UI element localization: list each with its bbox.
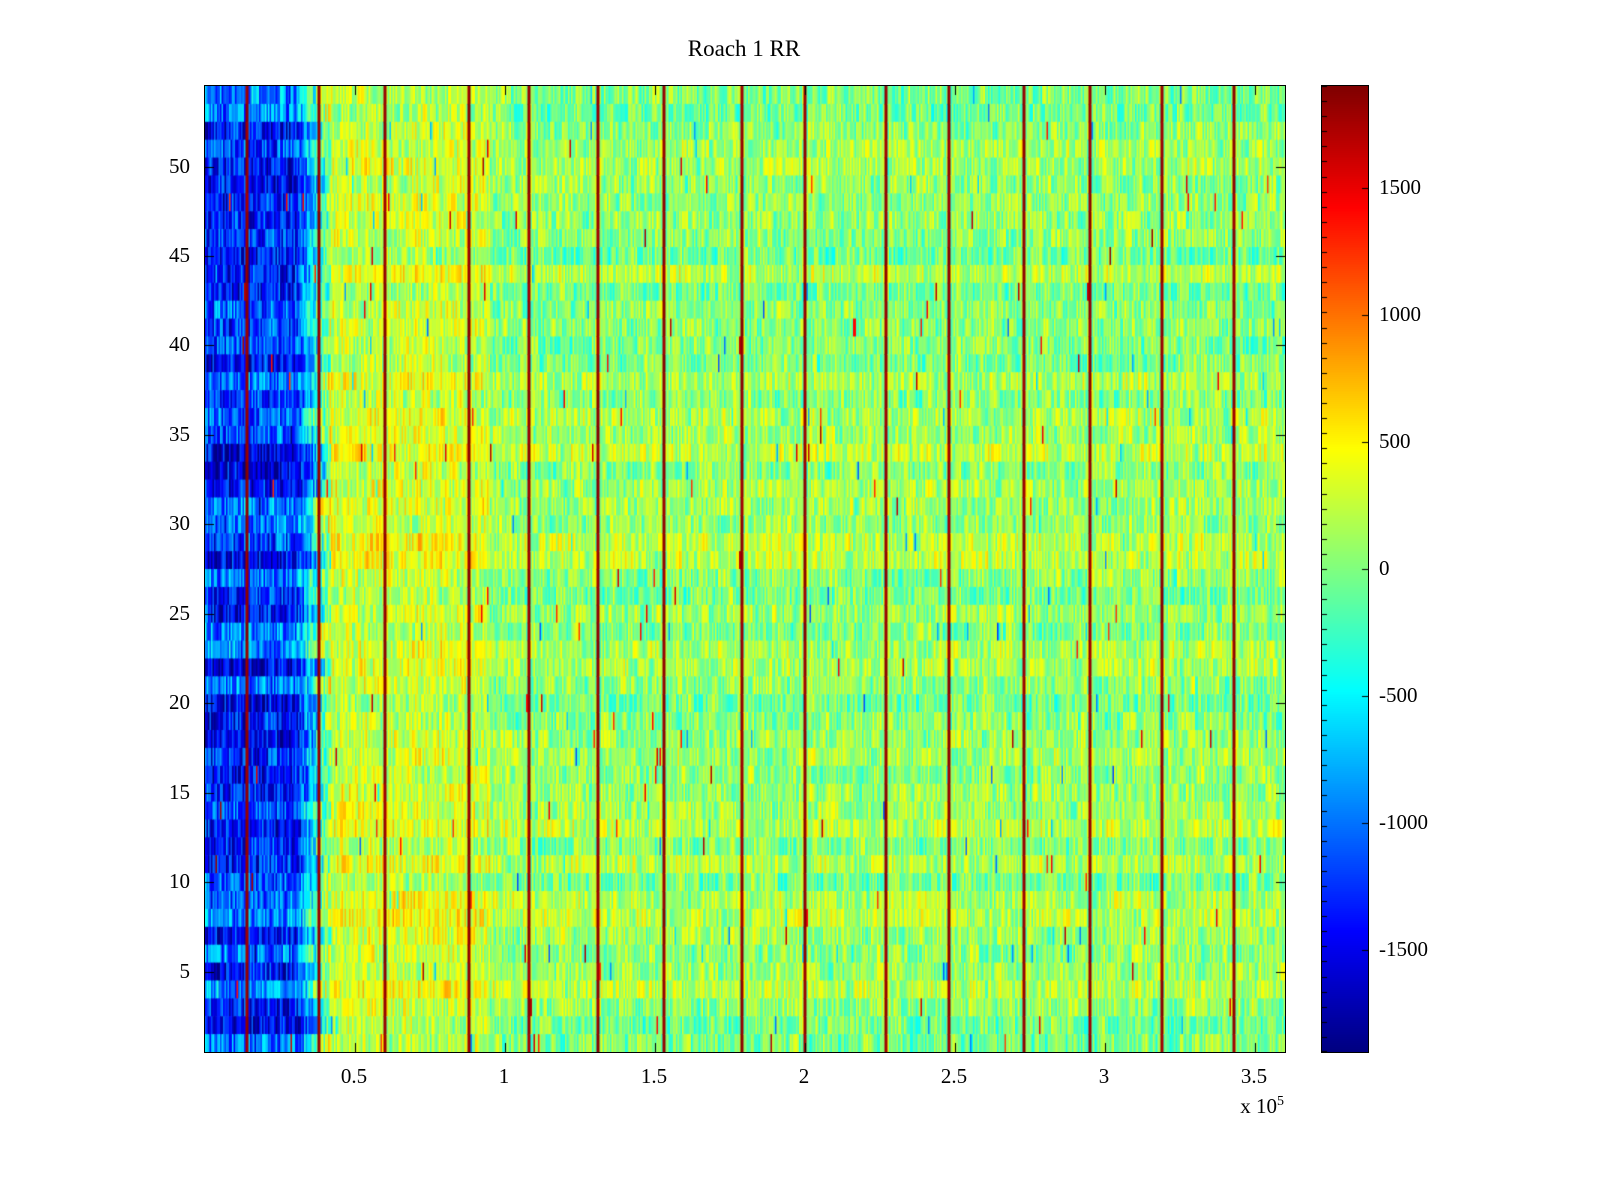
chart-title: Roach 1 RR [687, 36, 801, 61]
y-tick-label: 45 [169, 242, 190, 267]
x-tick-label: 2 [798, 1064, 810, 1088]
y-tick-label: 50 [169, 153, 190, 178]
heatmap-canvas [205, 86, 1285, 1052]
colorbar-tick-label: 1500 [1379, 174, 1421, 199]
y-tick-label: 35 [169, 421, 190, 446]
y-tick-label: 20 [169, 690, 190, 715]
colorbar-tick-label: -1000 [1379, 810, 1428, 835]
exponent-value: 5 [1277, 1094, 1284, 1109]
colorbar-tick-label: -1500 [1379, 937, 1428, 962]
y-tick-label: 25 [169, 600, 190, 625]
x-tick-label: 1.5 [640, 1064, 668, 1088]
colorbar-tick-label: 1000 [1379, 301, 1421, 326]
colorbar-tick-label: 0 [1379, 556, 1390, 580]
x-tick-label: 1 [498, 1064, 510, 1088]
x-tick-label: 3 [1098, 1064, 1110, 1088]
exponent-prefix: x 10 [1240, 1094, 1277, 1118]
colorbar [1321, 85, 1369, 1053]
colorbar-tick-label: -500 [1379, 683, 1418, 708]
x-tick-label: 0.5 [340, 1064, 368, 1088]
colorbar-tick-label: 500 [1379, 428, 1411, 453]
y-tick-label: 10 [169, 869, 190, 894]
plot-area [204, 85, 1286, 1053]
y-tick-label: 5 [179, 958, 191, 983]
y-tick-label: 30 [169, 511, 190, 536]
y-tick-label: 40 [169, 332, 190, 357]
x-tick-label: 2.5 [940, 1064, 968, 1088]
x-axis-exponent-label: x 105 [1144, 1094, 1284, 1119]
x-tick-label: 3.5 [1240, 1064, 1268, 1088]
y-tick-label: 15 [169, 779, 190, 804]
colorbar-canvas [1322, 86, 1368, 1052]
